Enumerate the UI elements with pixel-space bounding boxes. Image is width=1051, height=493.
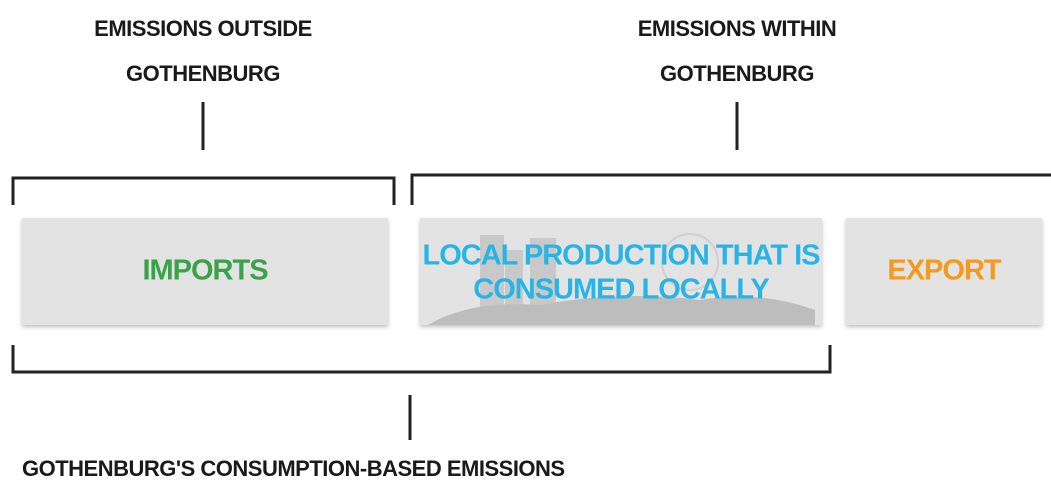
box-label: EXPORT xyxy=(887,255,1002,287)
top-label: EMISSIONS WITHIN xyxy=(638,16,837,41)
box-label: IMPORTS xyxy=(142,255,268,287)
box-label: CONSUMED LOCALLY xyxy=(473,274,769,306)
bracket xyxy=(412,175,1051,205)
top-label: GOTHENBURG xyxy=(660,61,814,86)
bracket xyxy=(13,345,830,372)
top-label: GOTHENBURG xyxy=(126,61,280,86)
top-label: EMISSIONS OUTSIDE xyxy=(94,16,312,41)
box-label: LOCAL PRODUCTION THAT IS xyxy=(422,240,820,272)
bottom-label: GOTHENBURG'S CONSUMPTION-BASED EMISSIONS xyxy=(22,456,565,481)
bracket xyxy=(13,178,394,205)
diagram: EMISSIONS OUTSIDE GOTHENBURG EMISSIONS W… xyxy=(0,0,1051,493)
